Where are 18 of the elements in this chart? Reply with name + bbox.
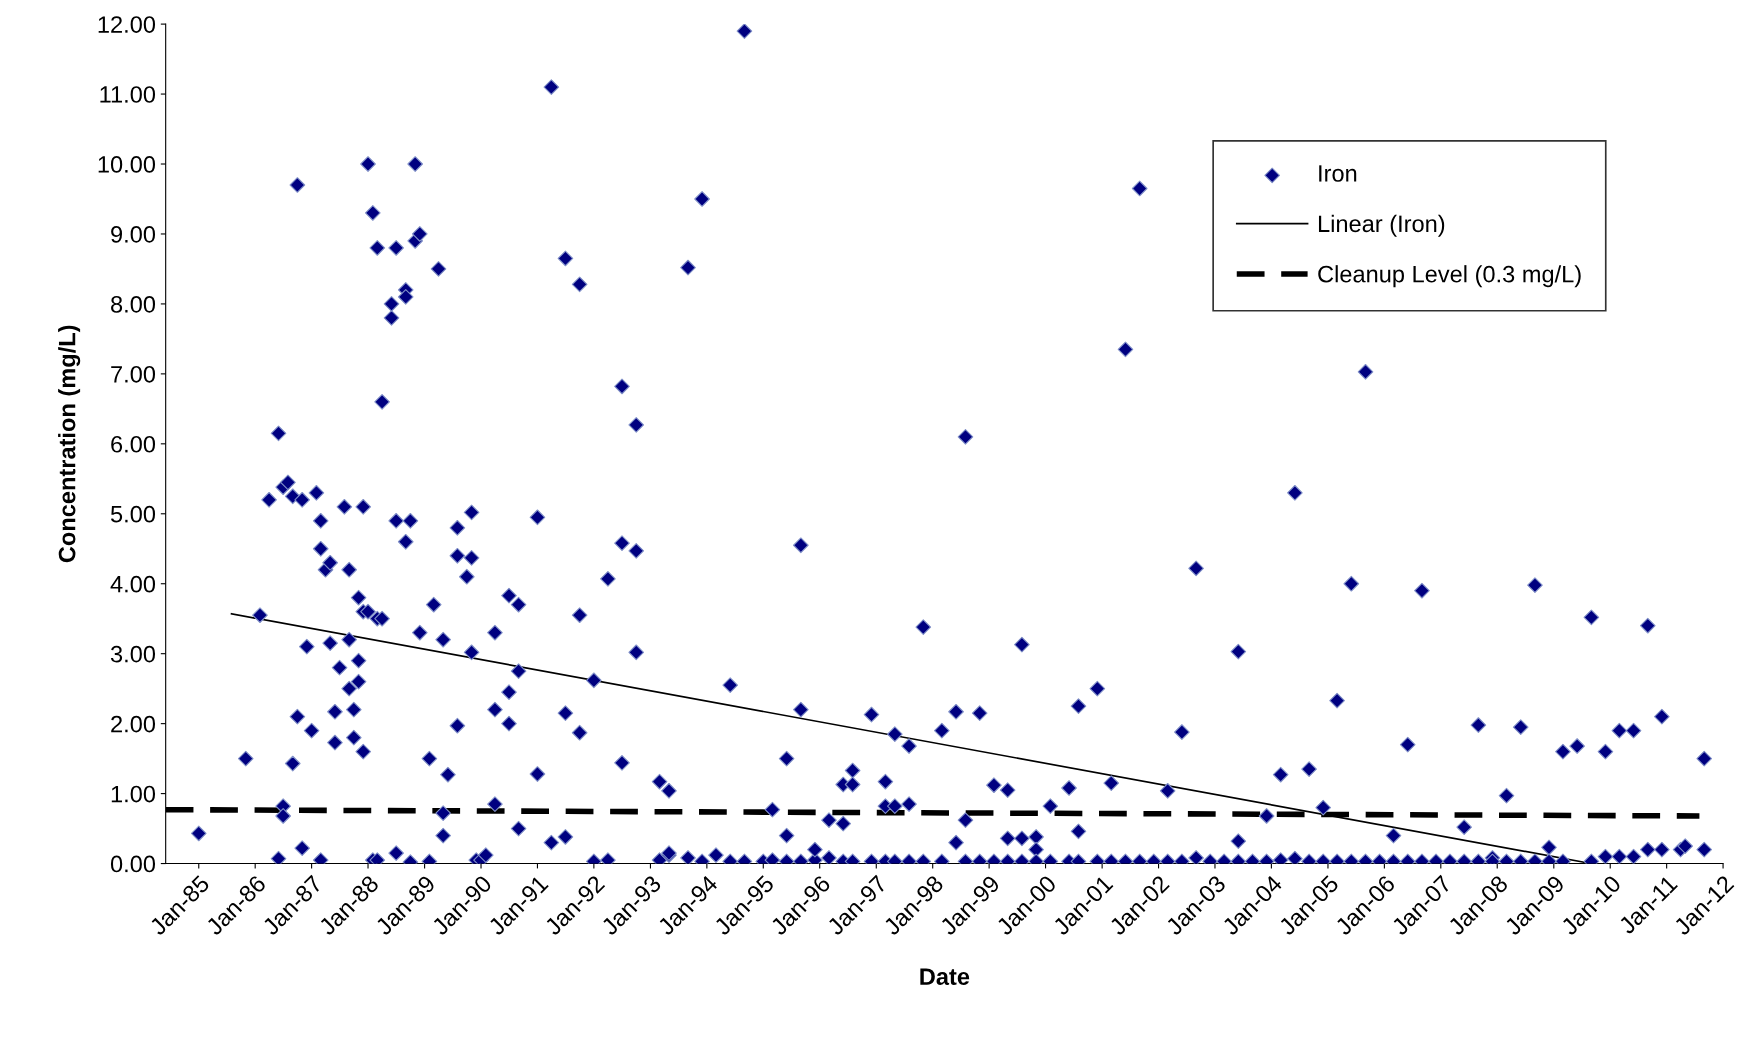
y-tick-label: 12.00 [98,16,156,33]
y-tick-label: 0.00 [110,855,156,873]
y-tick-label: 8.00 [111,295,156,313]
y-tick-label: 5.00 [110,505,156,523]
y-tick-label: 3.00 [110,645,156,663]
y-tick-label: 1.00 [111,785,156,803]
y-tick-label: 4.00 [110,575,156,593]
y-tick-label: 10.00 [98,156,156,173]
y-tick-label: 6.00 [111,435,156,453]
legend-label: Cleanup Level (0.3 mg/L) [1318,265,1581,288]
y-tick-label: 2.00 [111,715,156,733]
y-axis-title: Concentration (mg/L) [58,325,81,563]
y-tick-label: 7.00 [111,365,156,383]
y-tick-label: 11.00 [100,86,156,103]
x-axis-title: Date [920,968,970,985]
legend-label: Iron [1319,165,1357,182]
y-tick-label: 9.00 [111,226,156,243]
legend-label: Linear (Iron) [1318,214,1445,237]
